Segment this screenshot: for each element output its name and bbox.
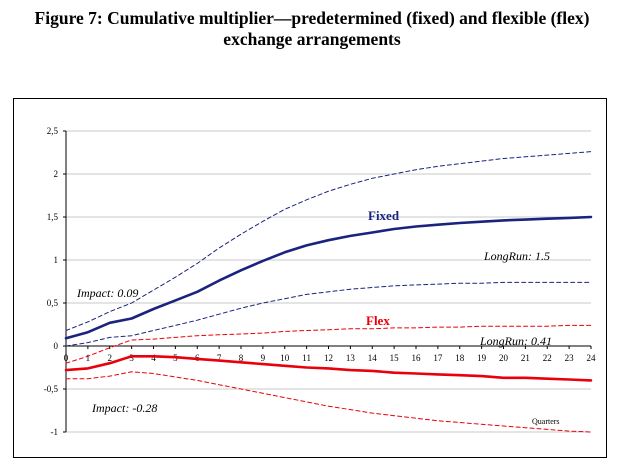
y-tick-label: 2,5 <box>47 126 59 136</box>
fixed-upper-band-line <box>65 151 592 331</box>
chart-frame <box>13 98 607 458</box>
y-tick-label: -1 <box>51 427 59 437</box>
x-tick-label: 18 <box>455 353 465 363</box>
fixed-estimate-line <box>64 215 593 340</box>
x-tick-label: 16 <box>412 353 422 363</box>
x-tick-label: 21 <box>521 353 530 363</box>
figure-title-line1: Figure 7: Cumulative multiplier—predeter… <box>34 8 590 28</box>
x-tick-label: 22 <box>543 353 552 363</box>
x-tick-label: 3 <box>129 353 134 363</box>
figure-title: Figure 7: Cumulative multiplier—predeter… <box>0 8 624 50</box>
x-tick-label: 1 <box>86 353 91 363</box>
y-tick-label: 0,5 <box>47 298 59 308</box>
x-tick-label: 19 <box>477 353 487 363</box>
grid-layer <box>66 130 591 433</box>
x-tick-label: 14 <box>368 353 378 363</box>
y-tick-label: -0,5 <box>44 384 59 394</box>
x-tick-label: 20 <box>499 353 509 363</box>
fixed-longrun-label: LongRun: 1.5 <box>483 249 550 263</box>
label-layer: Fixed Flex LongRun: 1.5 LongRun: 0.41 Im… <box>76 208 560 426</box>
x-tick-label: 11 <box>302 353 311 363</box>
x-tick-label: 13 <box>346 353 356 363</box>
series-layer <box>64 151 593 433</box>
figure-title-line2: exchange arrangements <box>223 29 401 49</box>
x-tick-label: 24 <box>587 353 597 363</box>
y-tick-label: 1,5 <box>47 212 59 222</box>
flex-series-label: Flex <box>366 313 390 328</box>
x-tick-label: 0 <box>64 353 69 363</box>
x-tick-label: 4 <box>151 353 156 363</box>
x-tick-label: 10 <box>280 353 290 363</box>
y-tick-label: 2 <box>54 169 59 179</box>
y-tick-label: 1 <box>54 255 59 265</box>
fixed-impact-label: Impact: 0.09 <box>76 286 138 300</box>
x-axis-label: Quarters <box>532 417 560 426</box>
x-tick-label: 7 <box>217 353 222 363</box>
x-tick-label: 15 <box>390 353 400 363</box>
x-tick-label: 8 <box>239 353 244 363</box>
flex-longrun-label: LongRun: 0.41 <box>479 334 552 348</box>
x-tick-label: 23 <box>565 353 575 363</box>
flex-upper-band-line <box>65 324 592 364</box>
x-tick-label: 12 <box>324 353 333 363</box>
flex-impact-label: Impact: -0.28 <box>91 401 157 415</box>
axis-layer: -1-0,500,511,522,50 1 2 3 4 5 6 7 8 9 10 11 12 13 14 15… <box>44 126 596 437</box>
flex-estimate-line <box>64 354 593 382</box>
x-tick-label: 17 <box>433 353 443 363</box>
fixed-lower-band-line <box>65 281 592 347</box>
x-tick-label: 2 <box>108 353 113 363</box>
y-tick-label: 0 <box>54 341 59 351</box>
flex-lower-band-line <box>65 371 592 433</box>
fixed-series-label: Fixed <box>368 208 400 223</box>
x-tick-label: 9 <box>261 353 266 363</box>
